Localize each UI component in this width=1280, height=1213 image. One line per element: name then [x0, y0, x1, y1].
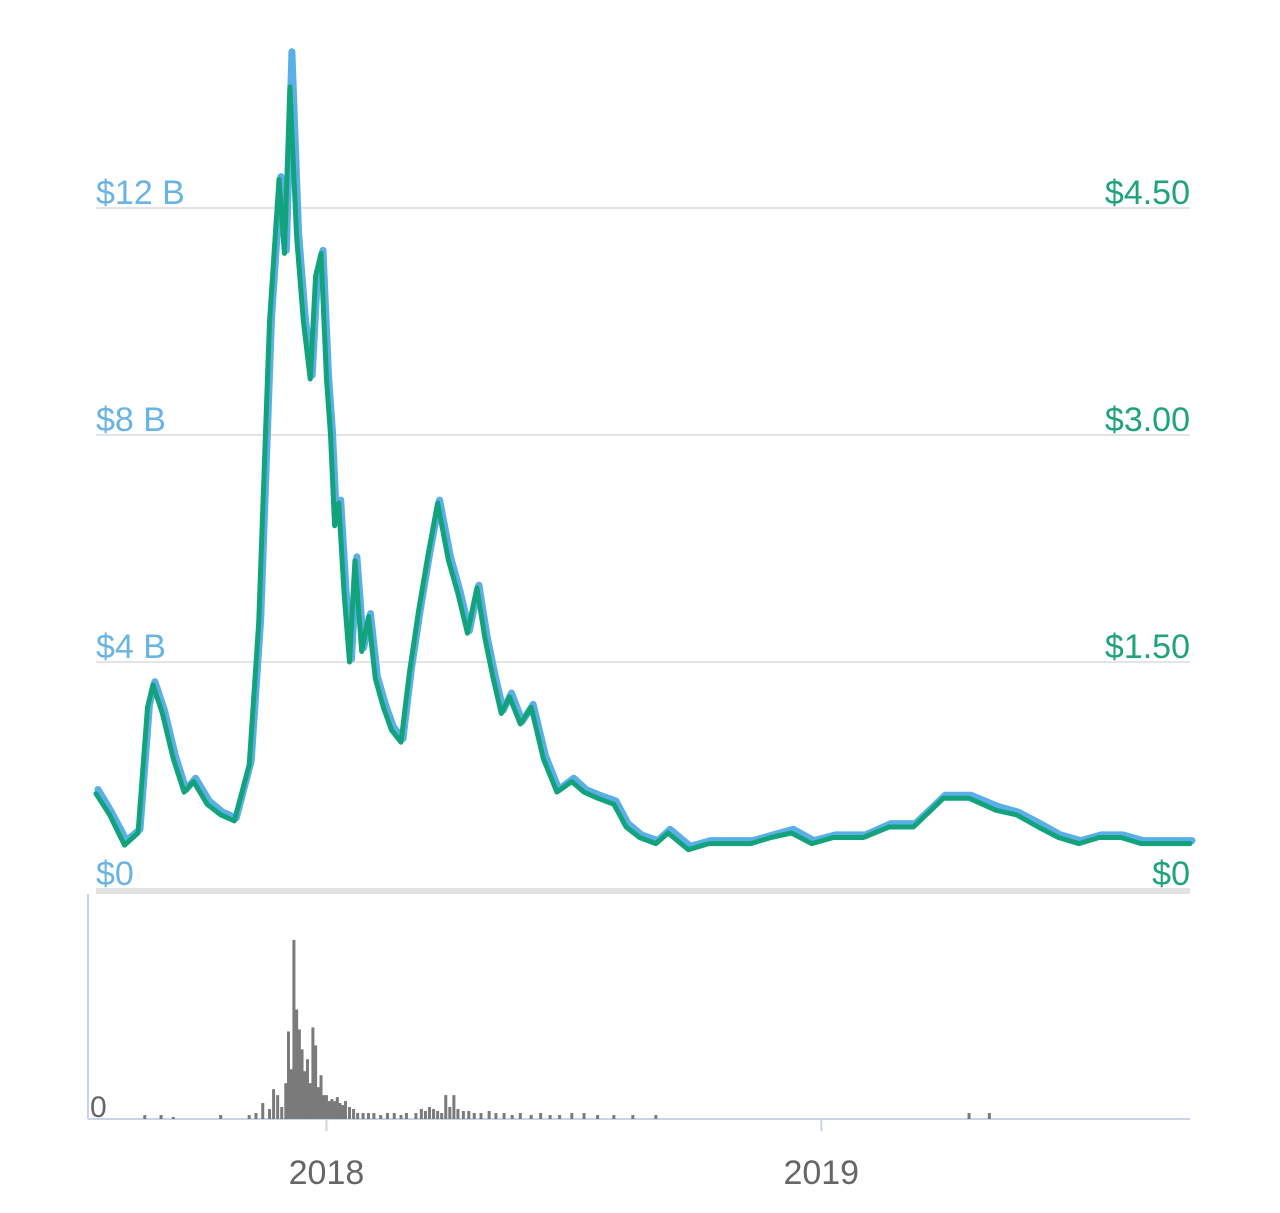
volume-bar	[987, 1113, 991, 1119]
axis-labels: $0 $4 B $8 B $12 B $0 $1.50 $3.00 $4.50 …	[90, 174, 1190, 1192]
volume-bar	[654, 1115, 658, 1119]
volume-bar	[423, 1111, 427, 1119]
left-tick-label: $12 B	[96, 174, 185, 212]
series-lines	[93, 48, 1196, 853]
volume-bar	[314, 1045, 318, 1119]
volume-bar	[352, 1109, 356, 1119]
volume-bar	[171, 1117, 175, 1119]
volume-bar	[596, 1115, 600, 1119]
volume-bar	[319, 1075, 323, 1119]
volume-bar	[419, 1109, 423, 1119]
volume-bar	[539, 1113, 543, 1119]
volume-bar	[159, 1115, 163, 1119]
volume-bar	[333, 1101, 337, 1119]
volume-bar	[305, 1059, 309, 1119]
volume-bar	[297, 1029, 301, 1119]
volume-bar	[300, 1049, 304, 1119]
volume-bar	[338, 1103, 342, 1119]
volume-bar	[348, 1107, 352, 1119]
volume-bar	[494, 1113, 498, 1119]
volume-bar	[414, 1113, 418, 1119]
volume-bar	[487, 1111, 491, 1119]
volume-tick-label: 0	[90, 1091, 107, 1124]
volume-bar	[510, 1115, 514, 1119]
volume-bar	[247, 1115, 251, 1119]
right-tick-label: $0	[1152, 855, 1190, 893]
volume-bar	[432, 1109, 436, 1119]
volume-bar	[335, 1097, 339, 1119]
volume-bar	[502, 1113, 506, 1119]
volume-bar	[456, 1109, 460, 1119]
volume-bar	[311, 1027, 315, 1119]
market-cap-line	[94, 48, 1196, 850]
volume-bar	[268, 1109, 272, 1119]
volume-bar	[612, 1115, 616, 1119]
volume-bar	[385, 1113, 389, 1119]
volume-bar	[631, 1115, 635, 1119]
volume-bar	[280, 1107, 284, 1119]
volume-bar	[399, 1115, 403, 1119]
volume-bar	[295, 1009, 299, 1119]
volume-bar	[461, 1111, 465, 1119]
volume-bar	[529, 1115, 533, 1119]
volume-bar	[436, 1111, 440, 1119]
volume-bar	[444, 1095, 448, 1119]
x-tick-label: 2019	[783, 1154, 859, 1192]
left-tick-label: $0	[96, 855, 134, 893]
volume-bar	[324, 1095, 328, 1119]
volume-bar	[967, 1113, 971, 1119]
volume-bar	[366, 1113, 370, 1119]
volume-bar	[292, 939, 296, 1119]
volume-bar	[322, 1095, 326, 1119]
volume-bar	[467, 1111, 471, 1119]
volume-bar	[254, 1113, 258, 1119]
volume-bar	[440, 1113, 444, 1119]
volume-bar	[379, 1115, 383, 1119]
price-line	[93, 84, 1193, 853]
volume-bar	[570, 1113, 574, 1119]
volume-bar	[518, 1113, 522, 1119]
volume-bar	[276, 1095, 280, 1119]
volume-bar	[448, 1107, 452, 1119]
volume-bar	[316, 1087, 320, 1119]
right-tick-label: $1.50	[1105, 628, 1190, 666]
volume-bar	[582, 1113, 586, 1119]
volume-bar	[219, 1115, 223, 1119]
volume-axis	[87, 894, 1190, 1131]
volume-bar	[558, 1115, 562, 1119]
volume-bar	[272, 1089, 276, 1119]
volume-bar	[361, 1113, 365, 1119]
right-tick-label: $3.00	[1105, 401, 1190, 439]
volume-bar	[287, 1031, 291, 1119]
volume-bar	[427, 1107, 431, 1119]
volume-bar	[303, 1071, 307, 1119]
volume-bar	[548, 1115, 552, 1119]
volume-bar	[479, 1113, 483, 1119]
volume-bar	[289, 1069, 293, 1119]
volume-bar	[343, 1101, 347, 1119]
volume-bar	[372, 1113, 376, 1119]
volume-bar	[356, 1113, 360, 1119]
x-tick-label: 2018	[289, 1154, 365, 1192]
volume-bars	[143, 939, 991, 1119]
left-tick-label: $8 B	[96, 401, 166, 439]
plot-baseline	[96, 888, 1190, 894]
volume-bar	[284, 1083, 288, 1119]
volume-bar	[143, 1115, 147, 1119]
volume-bar	[392, 1113, 396, 1119]
volume-bar	[327, 1101, 331, 1119]
right-tick-label: $4.50	[1105, 174, 1190, 212]
volume-bar	[330, 1099, 334, 1119]
volume-bar	[341, 1105, 345, 1119]
left-tick-label: $4 B	[96, 628, 166, 666]
volume-bar	[261, 1103, 265, 1119]
volume-bar	[452, 1095, 456, 1119]
volume-bar	[404, 1113, 408, 1119]
volume-bar	[308, 1083, 312, 1119]
volume-bar	[472, 1113, 476, 1119]
